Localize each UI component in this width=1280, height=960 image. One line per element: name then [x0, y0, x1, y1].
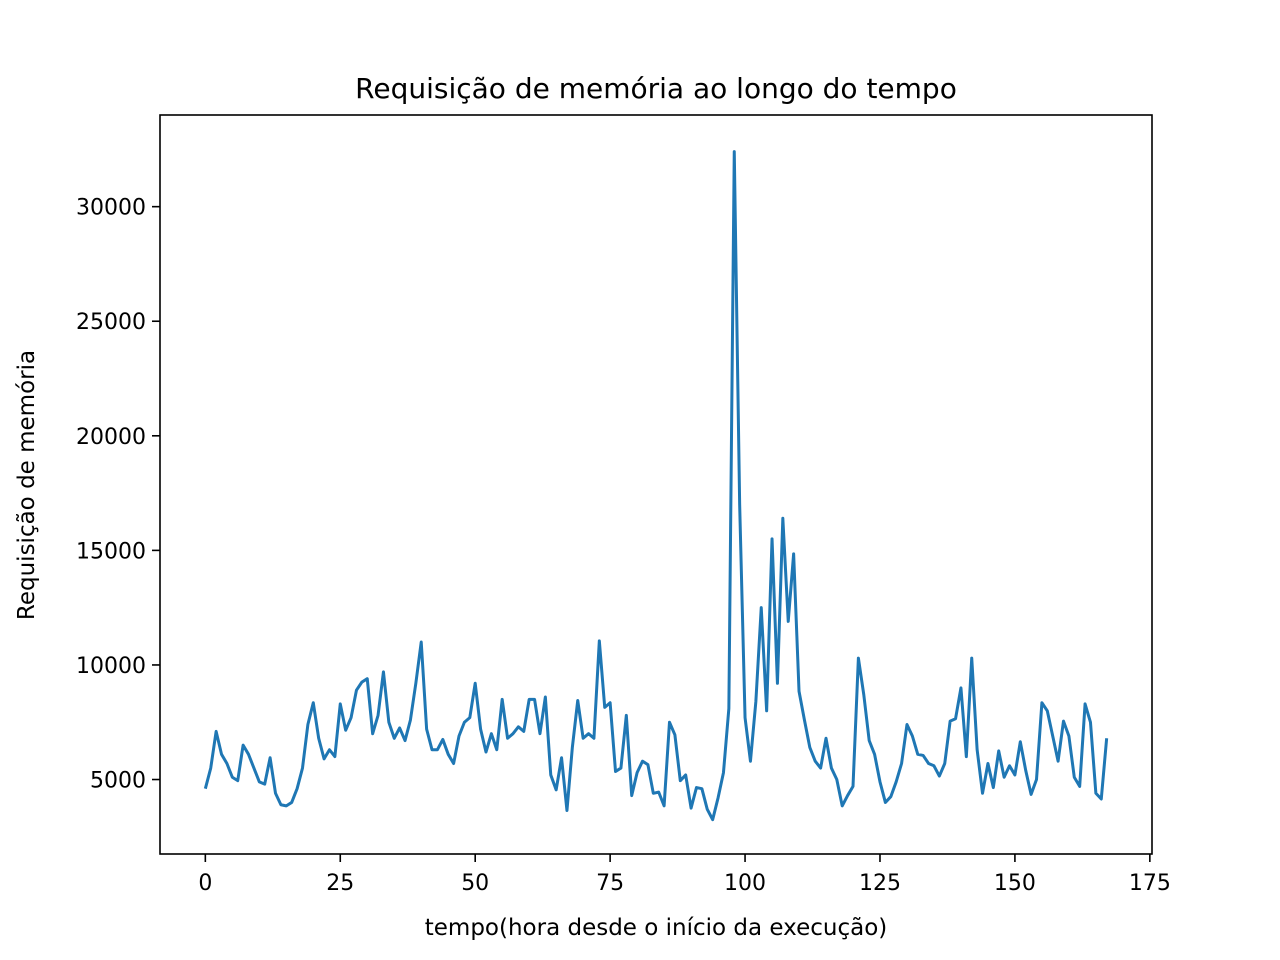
y-tick-label: 15000: [76, 539, 146, 564]
x-tick-label: 175: [1129, 871, 1171, 896]
x-axis-label: tempo(hora desde o início da execução): [425, 915, 888, 941]
y-tick-label: 20000: [76, 425, 146, 450]
y-tick-label: 5000: [90, 769, 146, 794]
series-line-0: [203, 150, 1109, 822]
x-tick-label: 0: [198, 871, 212, 896]
x-tick-label: 125: [859, 871, 901, 896]
x-tick-label: 50: [461, 871, 489, 896]
x-tick-label: 100: [724, 871, 766, 896]
y-axis-label: Requisição de memória: [14, 350, 40, 620]
plot-area: [203, 150, 1109, 822]
x-tick-label: 150: [994, 871, 1036, 896]
y-tick-label: 30000: [76, 196, 146, 221]
x-tick-label: 75: [596, 871, 624, 896]
y-axis: 5000 10000 15000 20000 25000 30000: [76, 196, 160, 794]
x-tick-label: 25: [326, 871, 354, 896]
x-axis: 0 25 50 75 100 125 150 175: [198, 854, 1171, 896]
y-tick-label: 25000: [76, 310, 146, 335]
axes-frame: [159, 114, 1153, 855]
chart-title: Requisição de memória ao longo do tempo: [355, 72, 957, 105]
y-tick-label: 10000: [76, 654, 146, 679]
